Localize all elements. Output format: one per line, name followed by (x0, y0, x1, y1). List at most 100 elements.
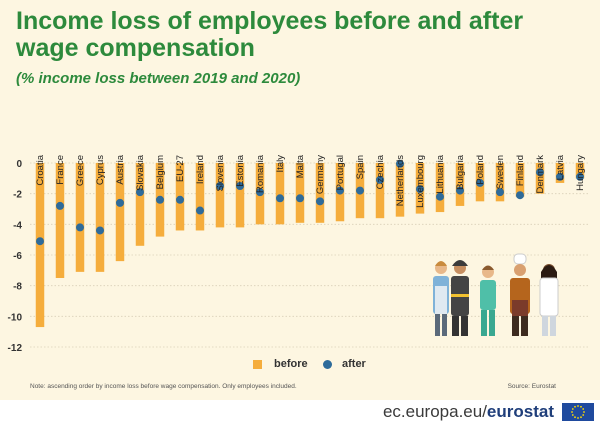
bar-before (295, 163, 305, 223)
worker-apron-figure (433, 261, 449, 336)
eu-star (577, 405, 579, 407)
dot-after (476, 178, 484, 187)
bar-before (535, 163, 545, 194)
y-tick-label: -6 (13, 251, 22, 262)
eu-star (582, 414, 585, 416)
worker-doctor-figure (539, 264, 559, 336)
dot-after (156, 195, 164, 204)
dot-after (416, 185, 424, 194)
legend-after: after (323, 358, 366, 370)
chart-subtitle: (% income loss between 2019 and 2020) (16, 70, 301, 87)
dot-after (216, 182, 224, 190)
bar-before (55, 163, 65, 278)
category-label: Germany (315, 155, 326, 194)
bar-before (75, 163, 85, 272)
worker-firefighter-figure (451, 260, 469, 336)
bar-before (575, 163, 585, 179)
category-label: Luxembourg (415, 155, 426, 208)
eu-star (583, 411, 585, 413)
dot-after (196, 206, 204, 215)
worker-chef-figure (510, 253, 530, 336)
dot-after (496, 188, 504, 197)
category-label: Hungary (575, 155, 586, 191)
eu-star (574, 405, 576, 408)
category-label: Czechia (375, 154, 386, 189)
bar-chart: 0 -2 -4 -6 -8 -10 -12 Croatia France Greece Cyprus… (8, 154, 590, 354)
eu-star (574, 416, 576, 419)
bar-before (235, 163, 245, 228)
category-label: Ireland (195, 155, 206, 184)
y-tick-label: -10 (8, 312, 23, 323)
site-bold-text: eurostat (486, 402, 554, 421)
bar-before (195, 163, 205, 231)
bar-before (495, 163, 505, 202)
dot-after (96, 226, 104, 235)
bar-before (95, 163, 105, 272)
category-label: Greece (75, 155, 86, 186)
site-plain-text: ec.europa.eu/ (382, 402, 487, 421)
eu-star (571, 414, 574, 416)
eu-star (582, 408, 585, 410)
category-label: Denmark (535, 155, 546, 194)
dot-after (516, 191, 524, 200)
bar-before (375, 163, 385, 219)
category-label: Portugal (335, 155, 346, 190)
y-tick-label: -8 (13, 282, 22, 293)
dot-after (236, 182, 244, 190)
bar-before (115, 163, 125, 262)
bar-before (395, 163, 405, 217)
chart-note: Note: ascending order by income loss bef… (30, 383, 297, 390)
category-label: EU-27 (175, 155, 186, 182)
dot-after (136, 188, 144, 197)
category-label: Romania (255, 154, 266, 193)
category-label: Lithuania (435, 154, 446, 193)
footer-bar: ec.europa.eu/eurostat (0, 400, 600, 423)
category-label: Sweden (495, 155, 506, 189)
category-label: Latvia (555, 154, 566, 180)
y-tick-label: -4 (13, 220, 22, 231)
category-label: Slovakia (135, 154, 146, 191)
dot-after (336, 186, 344, 195)
eu-star (571, 408, 574, 410)
bar-before (455, 163, 465, 206)
bar-before (435, 163, 445, 213)
dot-after (316, 197, 324, 206)
bar-before (515, 163, 525, 197)
y-tick-label: -2 (13, 190, 22, 201)
eu-star (580, 405, 582, 408)
category-label: Netherlands (395, 155, 406, 206)
dot-after (36, 237, 44, 246)
eurostat-website-link[interactable]: ec.europa.eu/eurostat (383, 402, 554, 422)
legend-after-label: after (342, 358, 366, 370)
category-label: Italy (275, 155, 286, 173)
workers-illustration (433, 253, 559, 336)
dot-after (356, 186, 364, 195)
dot-after (396, 159, 404, 168)
eu-star (580, 416, 582, 419)
dot-after (456, 186, 464, 195)
dot-after (376, 175, 384, 184)
dot-after (56, 201, 64, 210)
category-label: Finland (515, 155, 526, 186)
chart-title: Income loss of employees before and afte… (16, 7, 524, 62)
eu-flag-icon (562, 403, 594, 421)
y-tick-label: 0 (16, 159, 22, 170)
category-label: Croatia (35, 154, 46, 185)
category-label: Bulgaria (455, 154, 466, 190)
category-label: Austria (115, 154, 126, 184)
category-label: Spain (355, 155, 366, 179)
bar-before (275, 163, 285, 225)
category-label: Malta (295, 154, 306, 178)
worker-medic-figure (480, 265, 496, 336)
category-label: France (55, 155, 66, 185)
eu-star (571, 411, 573, 413)
category-label: Slovenia (215, 154, 226, 191)
dot-after (436, 192, 444, 201)
y-tick-label: -12 (8, 343, 23, 354)
dot-after (556, 172, 564, 181)
legend-before: before (253, 358, 308, 370)
dot-after (276, 194, 284, 203)
dot-after (536, 168, 544, 177)
category-label: Poland (475, 155, 486, 185)
legend-before-label: before (274, 358, 308, 370)
